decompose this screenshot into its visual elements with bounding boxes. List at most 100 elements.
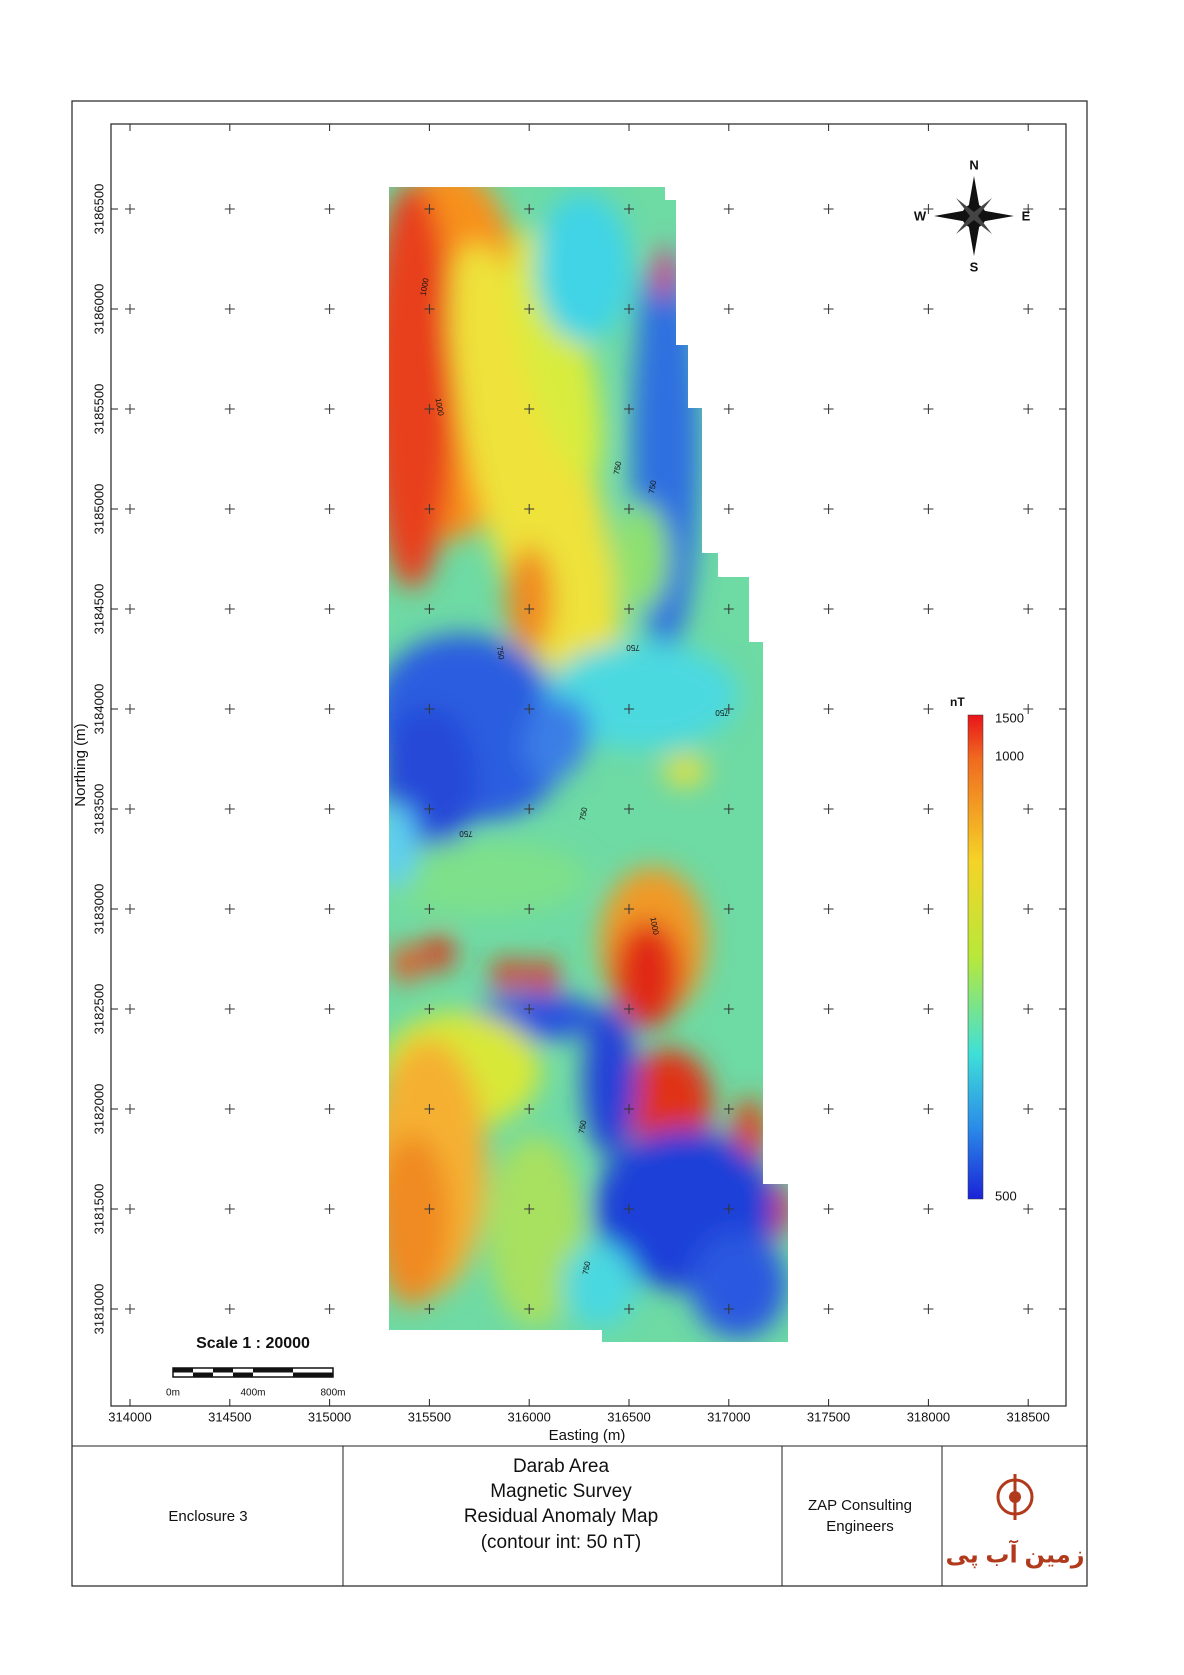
- grid-cross: [424, 1104, 435, 1114]
- grid-cross: [723, 704, 734, 714]
- company-line: Engineers: [826, 1518, 894, 1535]
- y-tick-label: 3184500: [91, 584, 106, 635]
- x-tick-label: 315500: [408, 1409, 451, 1424]
- colorbar-label: 500: [995, 1188, 1017, 1203]
- grid-cross: [823, 1104, 834, 1114]
- contour-label: 1000: [419, 277, 431, 297]
- grid-cross: [324, 404, 335, 414]
- grid-cross: [624, 304, 634, 314]
- compass: N S E W: [914, 157, 1031, 274]
- grid-cross: [823, 404, 834, 414]
- grid-cross: [1023, 1104, 1034, 1114]
- grid-cross: [723, 1004, 734, 1014]
- grid: 314000 314500 315000 315500 316000 316500 3170…: [91, 124, 1066, 1424]
- grid-cross: [224, 1104, 235, 1114]
- contour-label: 750: [577, 1119, 588, 1134]
- grid-cross: [224, 504, 235, 514]
- grid-cross: [424, 204, 435, 214]
- grid-cross: [624, 604, 634, 614]
- map-title-line: (contour int: 50 nT): [481, 1532, 642, 1553]
- x-tick-label: 317000: [707, 1409, 750, 1424]
- grid-cross: [524, 704, 535, 714]
- grid-cross: [823, 1204, 834, 1214]
- grid-cross: [424, 1004, 435, 1014]
- y-tick-label: 3185000: [91, 484, 106, 535]
- grid-cross: [1023, 1304, 1034, 1314]
- y-tick-label: 3181500: [91, 1184, 106, 1235]
- grid-cross: [923, 404, 934, 414]
- contour-label: 1000: [433, 397, 445, 417]
- colorbar: [967, 714, 984, 1200]
- y-tick-label: 3183500: [91, 784, 106, 835]
- grid-cross: [923, 504, 934, 514]
- grid-cross: [324, 904, 335, 914]
- grid-cross: [524, 504, 535, 514]
- grid-cross: [424, 804, 435, 814]
- grid-cross: [224, 1304, 235, 1314]
- grid-cross: [723, 204, 734, 214]
- scale-bar: [172, 1367, 334, 1378]
- grid-cross: [624, 204, 634, 214]
- grid-cross: [324, 204, 335, 214]
- x-tick-label: 314000: [108, 1409, 151, 1424]
- grid-cross: [723, 804, 734, 814]
- grid-cross: [1023, 1004, 1034, 1014]
- grid-cross: [125, 1004, 135, 1014]
- grid-cross: [125, 604, 135, 614]
- grid-cross: [1023, 404, 1034, 414]
- y-tick-label: 3184000: [91, 684, 106, 735]
- grid-cross: [823, 604, 834, 614]
- y-tick-label: 3181000: [91, 1284, 106, 1335]
- y-axis-label: Northing (m): [72, 723, 89, 806]
- logo: زمین آب پی: [945, 1474, 1085, 1568]
- grid-cross: [125, 804, 135, 814]
- grid-cross: [823, 1304, 834, 1314]
- grid-cross: [923, 904, 934, 914]
- grid-cross: [524, 804, 535, 814]
- page-frame: [71, 100, 1088, 1587]
- enclosure: Enclosure 3: [168, 1508, 247, 1525]
- x-tick-label: 315000: [308, 1409, 351, 1424]
- grid-cross: [224, 904, 235, 914]
- grid-cross: [424, 1304, 435, 1314]
- grid-cross: [524, 404, 535, 414]
- grid-cross: [524, 304, 535, 314]
- y-tick-label: 3186500: [91, 184, 106, 235]
- grid-cross: [224, 1204, 235, 1214]
- grid-cross: [624, 1104, 634, 1114]
- grid-cross: [324, 1004, 335, 1014]
- grid-cross: [324, 304, 335, 314]
- compass-w: W: [914, 208, 927, 223]
- grid-cross: [624, 1304, 634, 1314]
- grid-cross: [823, 204, 834, 214]
- grid-cross: [224, 304, 235, 314]
- grid-cross: [324, 1204, 335, 1214]
- y-tick-label: 3186000: [91, 284, 106, 335]
- grid-cross: [723, 1204, 734, 1214]
- grid-cross: [1023, 304, 1034, 314]
- grid-cross: [224, 204, 235, 214]
- contour-label: 750: [581, 1260, 592, 1275]
- grid-cross: [624, 904, 634, 914]
- grid-cross: [923, 304, 934, 314]
- grid-cross: [823, 504, 834, 514]
- grid-cross: [524, 1204, 535, 1214]
- grid-cross: [125, 1204, 135, 1214]
- x-axis-label: Easting (m): [549, 1427, 626, 1444]
- grid-cross: [1023, 204, 1034, 214]
- scale-label: 0m: [166, 1388, 180, 1399]
- grid-cross: [324, 604, 335, 614]
- logo-text: زمین آب پی: [945, 1539, 1084, 1568]
- grid-cross: [125, 404, 135, 414]
- map-title-line: Residual Anomaly Map: [464, 1506, 658, 1527]
- grid-cross: [923, 604, 934, 614]
- grid-cross: [823, 804, 834, 814]
- x-tick-label: 316500: [607, 1409, 650, 1424]
- grid-cross: [923, 1104, 934, 1114]
- grid-cross: [923, 1204, 934, 1214]
- grid-cross: [624, 1204, 634, 1214]
- grid-cross: [723, 404, 734, 414]
- grid-cross: [424, 1204, 435, 1214]
- grid-cross: [823, 904, 834, 914]
- map-frame: [110, 123, 1067, 1407]
